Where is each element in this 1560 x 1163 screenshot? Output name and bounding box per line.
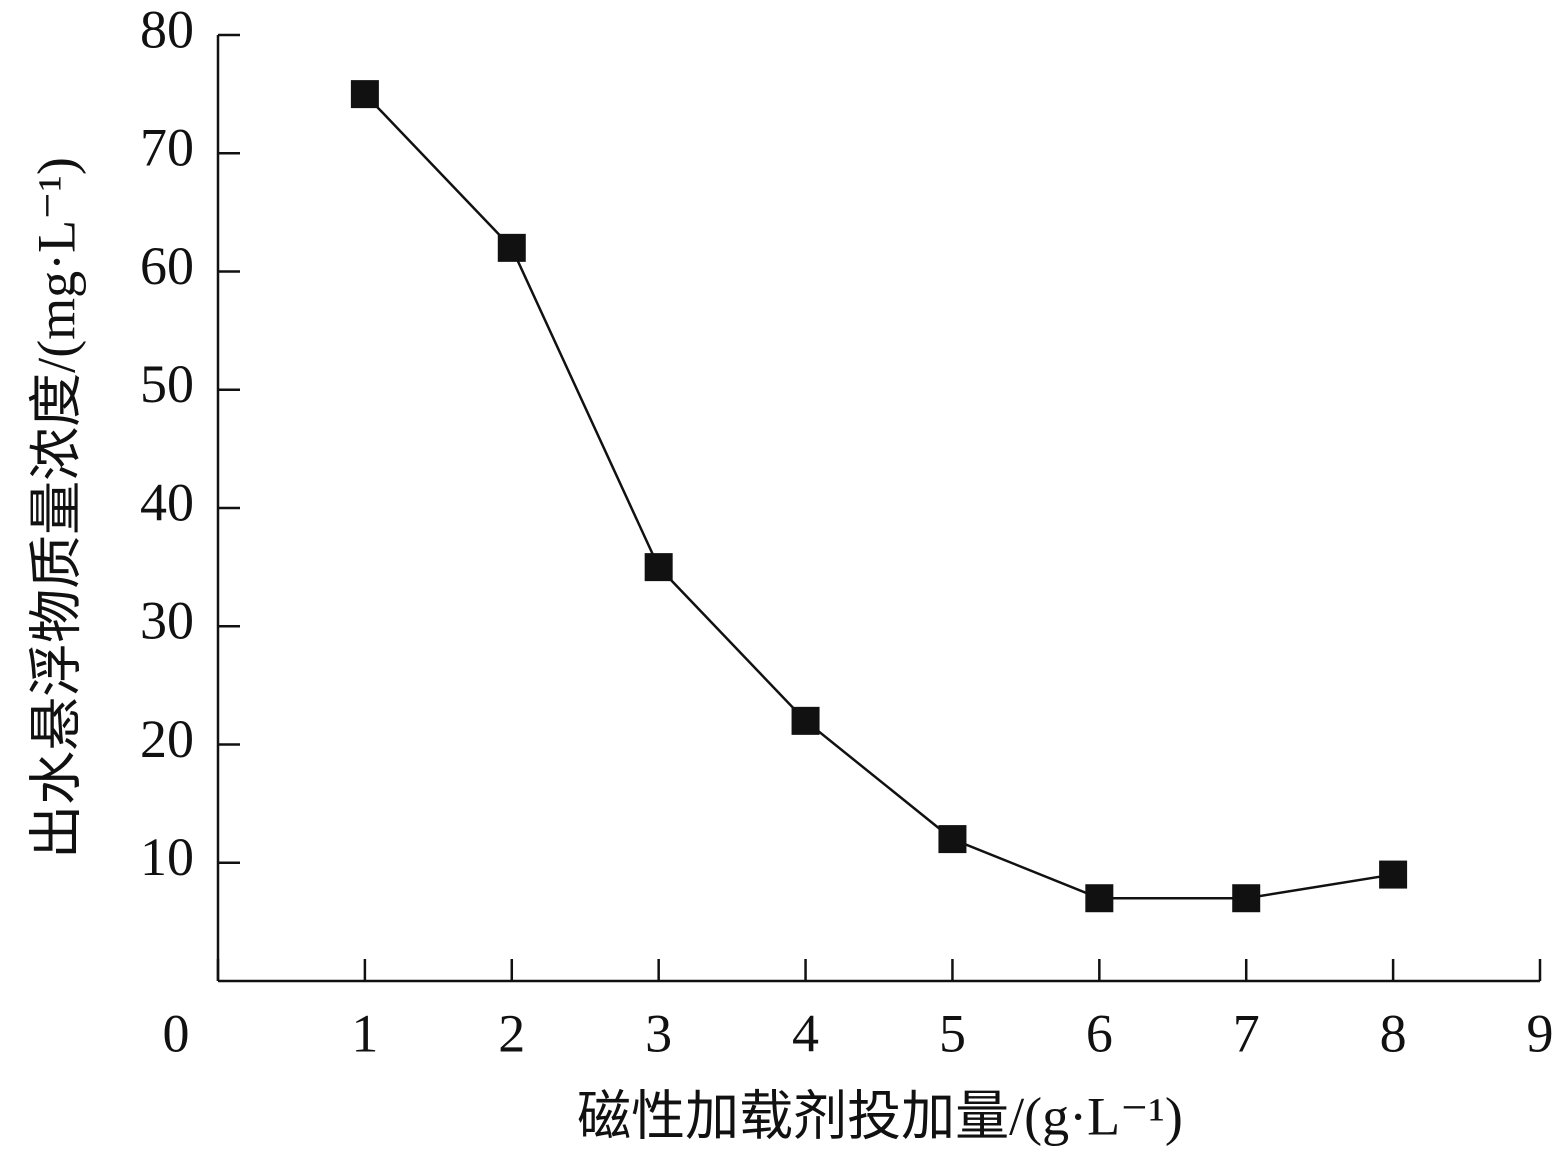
x-axis-label: 磁性加载剂投加量/(g·L⁻¹)	[577, 1086, 1183, 1146]
data-point	[1232, 884, 1261, 913]
x-tick-label: 3	[645, 1003, 672, 1063]
data-point	[350, 80, 379, 109]
x-tick-label: 7	[1233, 1003, 1260, 1063]
x-tick-label: 9	[1527, 1003, 1554, 1063]
y-tick-label: 60	[140, 236, 194, 296]
data-point	[1379, 860, 1408, 889]
x-tick-label: 1	[351, 1003, 378, 1063]
x-tick-label: 8	[1380, 1003, 1407, 1063]
data-point	[791, 706, 820, 735]
y-tick-label: 10	[140, 827, 194, 887]
data-point	[938, 825, 967, 854]
data-point	[1085, 884, 1114, 913]
y-axis-label: 出水悬浮物质量浓度/(mg·L⁻¹)	[26, 157, 86, 859]
x-tick-label: 4	[792, 1003, 819, 1063]
data-point	[644, 553, 673, 582]
y-tick-label: 20	[140, 709, 194, 769]
y-tick-label: 40	[140, 472, 194, 532]
x-tick-label: 6	[1086, 1003, 1113, 1063]
y-tick-label: 70	[140, 118, 194, 178]
y-tick-label: 50	[140, 354, 194, 414]
x-tick-label: 0	[163, 1003, 190, 1063]
x-tick-label: 5	[939, 1003, 966, 1063]
y-tick-label: 30	[140, 591, 194, 651]
data-point	[497, 233, 526, 262]
data-line	[363, 93, 1394, 900]
y-tick-label: 80	[140, 0, 194, 59]
x-tick-label: 2	[498, 1003, 525, 1063]
